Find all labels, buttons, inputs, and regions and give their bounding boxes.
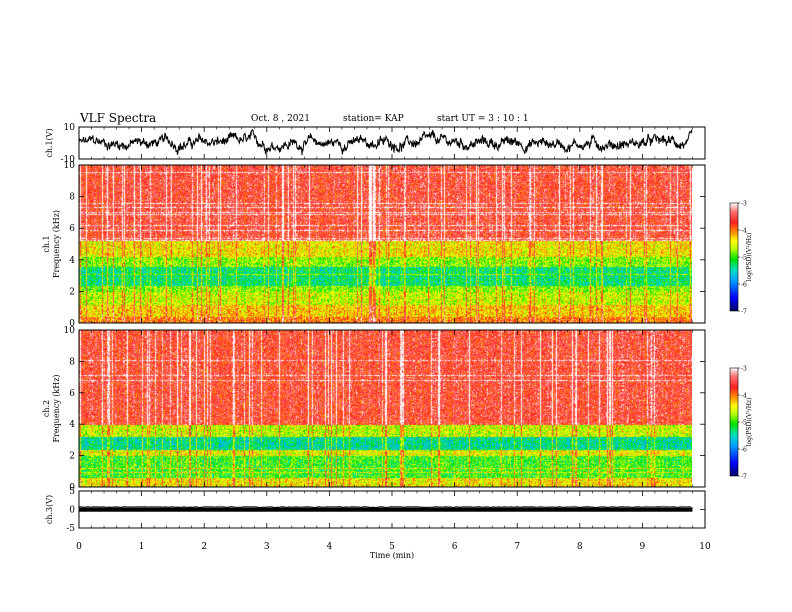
x-tick-label: 7 <box>514 542 520 552</box>
y-tick-label: 2 <box>69 287 75 297</box>
colorbar-tick-label: -7 <box>741 474 747 481</box>
ch3-waveform-band <box>79 507 693 512</box>
colorbar-label: log(PSD)(V²/Hz) <box>746 398 753 447</box>
x-tick-label: 10 <box>699 542 711 552</box>
x-tick-label: 5 <box>389 542 395 552</box>
y-tick-label: 10 <box>64 326 76 336</box>
x-tick-label: 8 <box>577 542 583 552</box>
y-tick-label: 10 <box>64 123 76 133</box>
colorbar-tick-label: -5 <box>741 420 747 427</box>
x-tick-label: 0 <box>76 542 82 552</box>
header-date: Oct. 8 , 2021 <box>251 114 310 124</box>
y-tick-label: 6 <box>69 389 75 399</box>
y-tick-label: 4 <box>69 420 75 430</box>
y-tick-label: -10 <box>61 155 76 165</box>
x-tick-label: 6 <box>452 542 458 552</box>
y-tick-label: 0 <box>69 319 75 329</box>
y-tick-label: 0 <box>69 506 75 516</box>
chart-title: VLF Spectra <box>80 111 157 125</box>
ch3-waveform-line <box>78 505 692 508</box>
header-station: station= KAP <box>343 114 404 124</box>
y-tick-label: 5 <box>69 487 75 497</box>
x-tick-label: 2 <box>201 542 207 552</box>
colorbar-tick-label: -4 <box>741 228 747 235</box>
colorbar-tick-label: -3 <box>741 366 747 373</box>
y-tick-label: 4 <box>69 256 75 266</box>
colorbar-tick-label: -5 <box>741 255 747 262</box>
y-tick-label: 8 <box>69 357 75 367</box>
header-start-time: start UT = 3 : 10 : 1 <box>437 114 529 124</box>
y-axis-label: Frequency (kHz) <box>52 210 61 278</box>
x-tick-label: 4 <box>327 542 333 552</box>
y-tick-label: 2 <box>69 452 75 462</box>
colorbar-tick-label: -3 <box>741 201 747 208</box>
colorbar-label: log(PSD)(V²/Hz) <box>746 233 753 282</box>
y-axis-label: ch.1 <box>42 235 51 252</box>
x-axis-label: Time (min) <box>370 551 414 560</box>
y-axis-label: Frequency (kHz) <box>52 374 61 442</box>
spectrogram-image-ch1 <box>79 165 692 323</box>
x-tick-label: 1 <box>139 542 145 552</box>
y-axis-label: ch.3(V) <box>45 495 54 524</box>
y-tick-label: 8 <box>69 193 75 203</box>
colorbar-tick-label: -4 <box>741 393 747 400</box>
colorbar-tick-label: -6 <box>741 447 747 454</box>
y-tick-label: 0 <box>69 483 75 493</box>
y-tick-label: 6 <box>69 224 75 234</box>
colorbar-tick-label: -7 <box>741 309 747 316</box>
spectrogram-image-ch2 <box>79 330 692 487</box>
y-tick-label: -5 <box>66 524 75 534</box>
colorbar-tick-label: -6 <box>741 282 747 289</box>
colorbar-ch1 <box>729 202 739 312</box>
colorbar-ch2 <box>729 367 739 477</box>
y-tick-label: 10 <box>64 161 76 171</box>
x-tick-label: 9 <box>640 542 646 552</box>
ch1-waveform-line <box>78 128 693 156</box>
y-axis-label: ch.2 <box>42 400 51 417</box>
y-axis-label: ch.1(V) <box>45 128 54 157</box>
x-tick-label: 3 <box>264 542 270 552</box>
